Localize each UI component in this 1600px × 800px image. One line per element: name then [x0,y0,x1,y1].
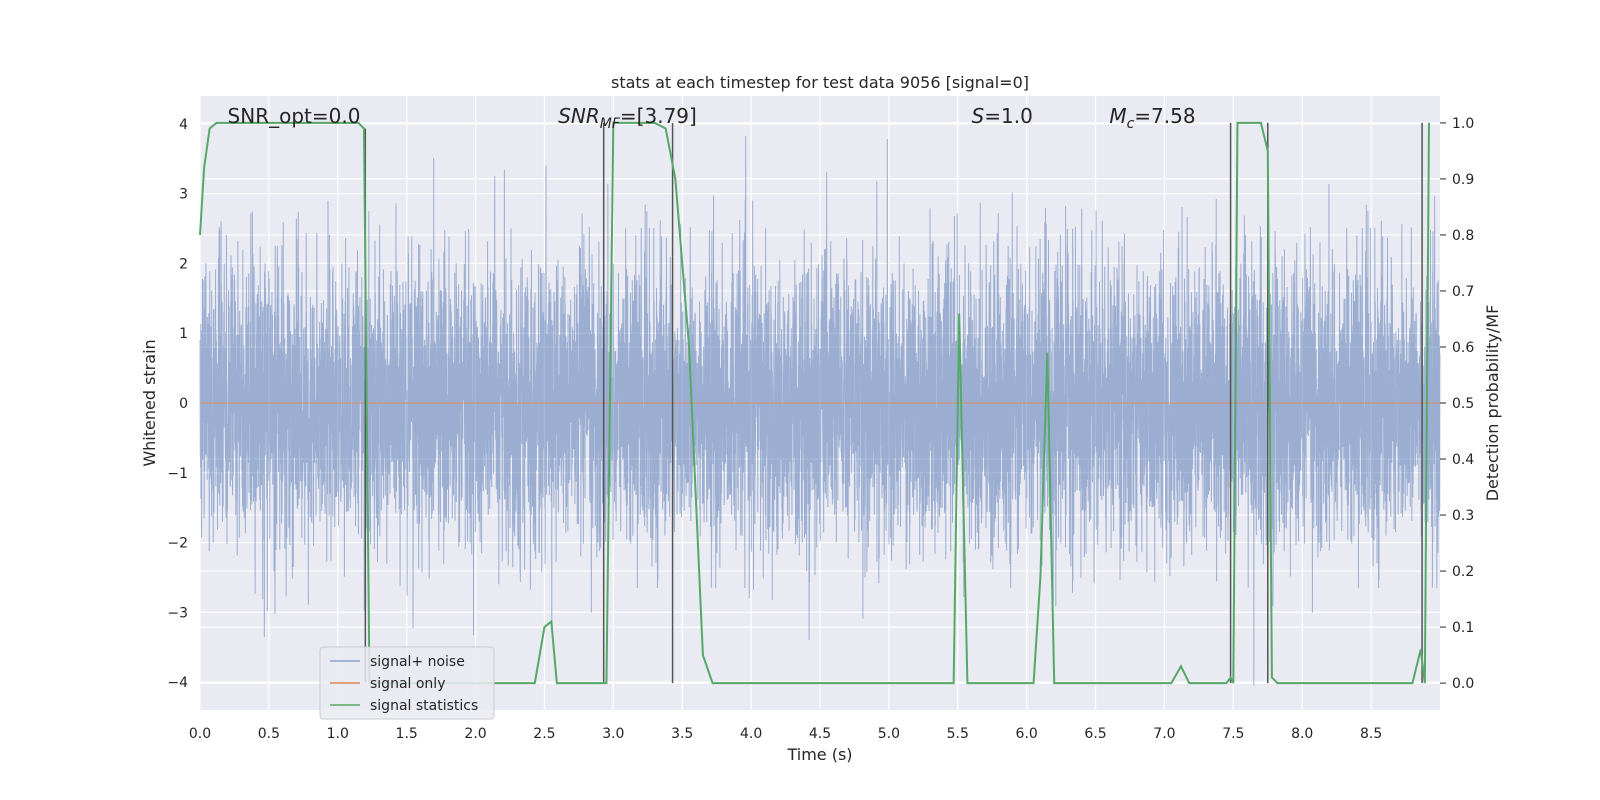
x-tick-label: 4.0 [740,726,762,742]
y-axis-ticks: 4 3 2 1 0 −1 −2 −3 −4 [167,117,188,691]
y2-tick-label: 0.5 [1452,396,1474,412]
y2-tick-label: 0.1 [1452,620,1474,636]
annotation: Mc=7.58 [1109,104,1195,132]
x-tick-label: 2.5 [533,726,555,742]
x-axis-label: Time (s) [786,745,852,764]
legend-box [319,646,495,720]
x-tick-label: 5.5 [947,726,969,742]
legend-label-signal-statistics: signal statistics [370,698,478,714]
y2-tick-label: 0.3 [1452,508,1474,524]
noise-line [199,136,1441,686]
x-axis-ticks: 0.0 0.5 1.0 1.5 2.0 2.5 3.0 3.5 4.0 4.5 5.0 5.5 6.0 6… [189,726,1382,742]
series-signal-statistics [199,121,1430,685]
series-signal-noise [199,136,1441,686]
x-tick-label: 0.0 [189,726,211,742]
y-tick-label: 2 [179,256,188,272]
y-tick-label: 0 [179,396,188,412]
y2-tick-label: 1.0 [1452,116,1474,132]
x-tick-label: 6.0 [1016,726,1038,742]
y2-tick-label: 0.2 [1452,564,1474,580]
y-tick-label: −4 [167,675,188,691]
x-tick-label: 6.5 [1084,726,1106,742]
chart-title: stats at each timestep for test data 905… [611,73,1029,92]
x-tick-label: 4.5 [809,726,831,742]
y-tick-label: 4 [179,117,188,133]
x-tick-label: 1.0 [327,726,349,742]
y-tick-label: −3 [167,605,188,621]
annotations: SNR_opt=0.0 SNRMF=[3.79] S=1.0 Mc=7.58 [228,104,1196,132]
y-tick-label: −1 [167,466,188,482]
legend-label-signal-only: signal only [370,676,445,692]
y-tick-label: 1 [179,326,188,342]
legend-label-signal-noise: signal+ noise [370,654,465,670]
y2-tick-label: 0.8 [1452,228,1474,244]
y2-axis-label: Detection probability/MF [1483,305,1502,502]
x-tick-label: 8.5 [1360,726,1382,742]
stats-line [199,121,1430,685]
x-tick-label: 1.5 [396,726,418,742]
y2-tick-label: 0.6 [1452,340,1474,356]
y-tick-label: −2 [167,536,188,552]
annotation: S=1.0 [972,104,1033,128]
y2-tick-label: 0.7 [1452,284,1474,300]
x-tick-label: 3.5 [671,726,693,742]
y2-tick-label: 0.0 [1452,676,1474,692]
y-axis-label: Whitened strain [140,339,159,466]
annotation: SNR_opt=0.0 [228,104,361,128]
x-tick-label: 7.5 [1222,726,1244,742]
x-tick-label: 5.0 [878,726,900,742]
x-tick-label: 7.0 [1153,726,1175,742]
x-tick-label: 3.0 [602,726,624,742]
y2-tick-label: 0.9 [1452,172,1474,188]
y-tick-label: 3 [179,187,188,203]
annotation: SNRMF=[3.79] [558,104,697,132]
x-tick-label: 8.0 [1291,726,1313,742]
x-tick-label: 0.5 [258,726,280,742]
x-tick-label: 2.0 [464,726,486,742]
y2-tick-label: 0.4 [1452,452,1474,468]
y2-axis-ticks: 1.0 0.9 0.8 0.7 0.6 0.5 0.4 0.3 0.2 0.1 0.0 [1440,116,1474,692]
legend: signal+ noise signal only signal statist… [319,646,495,720]
